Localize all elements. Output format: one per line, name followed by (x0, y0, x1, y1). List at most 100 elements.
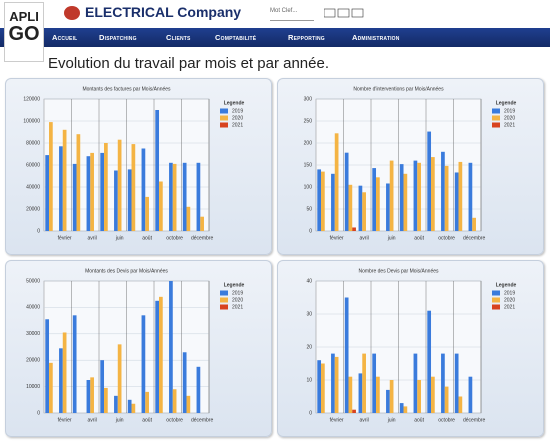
chart-title: Montants des Devis par Mois/Années (85, 268, 168, 274)
bar (141, 315, 146, 413)
bar (45, 155, 50, 231)
bar (431, 376, 435, 413)
x-tick-label: février (58, 235, 72, 241)
chart-panel: Montants des Devis par Mois/Années 0 10000… (5, 260, 272, 437)
nav-bar: Accueil Dispatching Clients Comptabilité Rep… (0, 28, 550, 47)
nav-item[interactable]: Accueil (52, 33, 78, 42)
y-tick-label: 20 (306, 344, 312, 350)
bar (45, 319, 50, 413)
partner-logo (64, 6, 80, 20)
x-tick-label: octobre (166, 235, 183, 241)
bar (90, 152, 94, 231)
chart-title: Montants des factures par Mois/Années (82, 86, 171, 92)
y-tick-label: 0 (309, 228, 312, 234)
bar (114, 170, 118, 231)
bar (417, 162, 421, 231)
bar (76, 134, 81, 231)
page-title: Evolution du travail par mois et par ann… (48, 55, 329, 72)
bar (114, 395, 118, 413)
legend-label: 2019 (232, 108, 243, 114)
bar (331, 173, 335, 231)
bar (441, 353, 445, 413)
x-tick-label: décembre (463, 235, 485, 241)
bar (458, 396, 463, 413)
flag[interactable] (351, 8, 364, 18)
nav-item[interactable]: Administration (352, 33, 400, 42)
bar (62, 129, 67, 231)
bar (399, 164, 404, 231)
x-tick-label: octobre (166, 417, 183, 423)
bar (358, 185, 363, 231)
logo-text: APLI (9, 9, 39, 24)
bar (317, 360, 322, 413)
bar (141, 148, 146, 231)
y-tick-label: 40 (306, 278, 312, 284)
bar (172, 163, 177, 231)
bar (321, 171, 325, 231)
y-tick-label: 200 (304, 140, 313, 146)
search-field[interactable]: Mot Clef... (270, 8, 314, 21)
x-tick-label: juin (115, 417, 124, 423)
x-tick-label: octobre (438, 417, 455, 423)
bar (344, 297, 349, 413)
bar (352, 227, 356, 231)
bar (454, 172, 459, 231)
bar (427, 310, 432, 413)
bar (334, 356, 339, 413)
legend-swatch (220, 290, 228, 296)
y-tick-label: 10000 (26, 384, 40, 390)
bar (348, 376, 353, 413)
nav-item[interactable]: Comptabilité (215, 33, 257, 42)
bar (49, 122, 53, 231)
nav-item[interactable]: Dispatching (99, 33, 137, 42)
x-tick-label: août (142, 235, 152, 241)
bar (145, 196, 149, 231)
legend-swatch (220, 108, 228, 114)
bar (362, 353, 366, 413)
bar (441, 151, 445, 231)
bar (417, 380, 421, 413)
bar (172, 389, 177, 413)
bar (59, 348, 63, 413)
x-tick-label: avril (88, 235, 97, 241)
y-tick-label: 80000 (26, 140, 40, 146)
bar (376, 177, 380, 231)
y-tick-label: 60000 (26, 162, 40, 168)
bar (196, 366, 201, 413)
bar (348, 184, 353, 231)
y-tick-label: 0 (37, 228, 40, 234)
bar (331, 353, 335, 413)
flag[interactable] (324, 8, 336, 18)
bar (317, 169, 322, 231)
bar (72, 315, 77, 413)
chart-title: Nombre des Devis par Mois/Années (358, 268, 439, 274)
y-tick-label: 10 (306, 377, 312, 383)
y-tick-label: 0 (37, 410, 40, 416)
bar (200, 216, 204, 231)
nav-item[interactable]: Clients (166, 33, 191, 42)
x-tick-label: février (330, 235, 344, 241)
legend-label: 2020 (504, 115, 515, 121)
legend-swatch (492, 108, 500, 114)
nav-item[interactable]: Repporting (288, 33, 325, 42)
x-tick-label: août (142, 417, 152, 423)
y-tick-label: 50000 (26, 278, 40, 284)
legend-title: Legende (224, 100, 245, 106)
bar (196, 162, 201, 231)
chart-panel: Nombre des Devis par Mois/Années 0 10 20 30 4… (277, 260, 544, 437)
flag[interactable] (337, 8, 350, 18)
chart-panel: Montants des factures par Mois/Années 0 20… (5, 78, 272, 255)
bar (468, 376, 473, 413)
legend-swatch (492, 297, 500, 303)
bar (104, 143, 108, 231)
bar (59, 146, 63, 231)
bar (72, 163, 77, 231)
bar (182, 352, 187, 413)
bar (472, 217, 476, 231)
x-tick-label: décembre (191, 235, 213, 241)
x-tick-label: avril (360, 235, 369, 241)
bar (117, 139, 122, 231)
bar (431, 157, 435, 231)
bar (90, 377, 94, 413)
